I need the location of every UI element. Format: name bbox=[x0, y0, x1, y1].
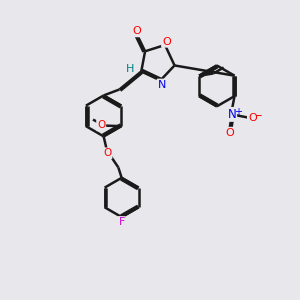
Text: O: O bbox=[225, 128, 234, 138]
Text: F: F bbox=[118, 217, 125, 227]
Text: N: N bbox=[227, 108, 236, 121]
Text: H: H bbox=[126, 64, 134, 74]
Text: +: + bbox=[234, 107, 242, 117]
Text: O: O bbox=[248, 113, 256, 123]
Text: O: O bbox=[97, 120, 105, 130]
Text: N: N bbox=[158, 80, 166, 89]
Text: O: O bbox=[103, 148, 112, 158]
Text: O: O bbox=[162, 37, 171, 47]
Text: –: – bbox=[255, 109, 261, 122]
Text: O: O bbox=[133, 26, 141, 36]
